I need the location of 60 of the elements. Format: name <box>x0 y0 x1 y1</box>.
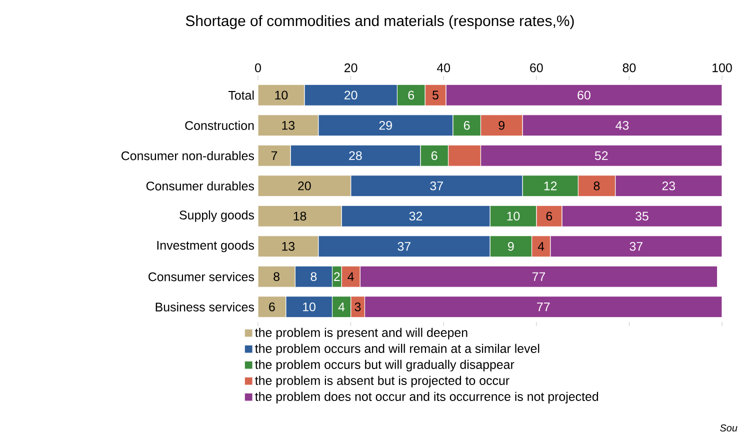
legend-label: the problem does not occur and its occurrence is not projected <box>255 392 598 404</box>
x-tick-label: 60 <box>530 63 543 72</box>
data-label: 20 <box>344 90 358 100</box>
data-label: 77 <box>532 272 546 281</box>
x-tick-label: 20 <box>344 63 358 72</box>
data-label: 6 <box>464 120 470 130</box>
y-tick-label: Construction <box>185 120 254 130</box>
data-label: 28 <box>349 151 362 160</box>
data-label: 4 <box>538 242 544 251</box>
x-tick-label: 100 <box>712 63 732 72</box>
data-label: 20 <box>298 181 311 190</box>
data-label: 32 <box>409 212 422 221</box>
data-label: 6 <box>408 90 414 100</box>
data-label: 8 <box>310 272 317 282</box>
x-tick-label: 40 <box>436 63 450 72</box>
y-tick-label: Total <box>228 90 254 100</box>
chart-title: Shortage of commodities and materials (response rates,%) <box>186 15 574 30</box>
data-label: 10 <box>275 90 288 100</box>
data-label: 52 <box>594 151 608 160</box>
y-tick-label: Consumer durables <box>146 181 254 190</box>
data-label: 10 <box>507 212 520 221</box>
text: Sou <box>720 424 738 432</box>
x-tick-label: 80 <box>622 63 636 72</box>
data-label: 7 <box>271 151 278 160</box>
data-label: 29 <box>379 120 392 130</box>
data-label: 23 <box>662 181 676 190</box>
data-label: 4 <box>348 272 354 281</box>
data-label: 37 <box>398 242 410 251</box>
data-label: 37 <box>430 181 443 190</box>
y-tick-label: Supply goods <box>180 210 254 222</box>
legend-label: the problem is absent but is projected to occur <box>255 376 510 388</box>
legend-label: the problem is present and will deepen <box>255 328 468 340</box>
data-label: 8 <box>594 181 600 190</box>
legend-label: the problem occurs but will gradually disappear <box>255 360 514 372</box>
data-label: 35 <box>636 212 648 221</box>
data-label: 10 <box>303 302 316 312</box>
data-label: 60 <box>578 90 590 100</box>
data-label: 77 <box>537 302 550 312</box>
y-tick-label: Consumer non-durables <box>122 151 254 160</box>
data-label: 6 <box>269 302 275 312</box>
data-label: 9 <box>498 120 504 130</box>
data-label: 9 <box>508 242 514 251</box>
data-label: 6 <box>431 151 438 160</box>
y-tick-label: Business services <box>156 302 254 312</box>
data-label: 5 <box>432 90 438 100</box>
data-label: 37 <box>630 242 642 251</box>
data-label: 4 <box>338 302 345 312</box>
y-tick-label: Investment goods <box>157 240 254 252</box>
data-label: 8 <box>274 272 280 282</box>
y-tick-label: Consumer services <box>148 272 254 282</box>
data-label: 2 <box>334 272 340 281</box>
data-label: 6 <box>546 212 552 221</box>
legend-label: the problem occurs and will remain at a similar level <box>255 344 540 356</box>
data-label: 13 <box>282 242 295 251</box>
data-label: 43 <box>616 120 629 130</box>
data-label: 18 <box>294 212 306 221</box>
data-label: 3 <box>354 302 361 312</box>
data-label: 12 <box>544 182 557 190</box>
data-label: 13 <box>282 120 295 130</box>
x-tick-label: 0 <box>255 63 261 72</box>
